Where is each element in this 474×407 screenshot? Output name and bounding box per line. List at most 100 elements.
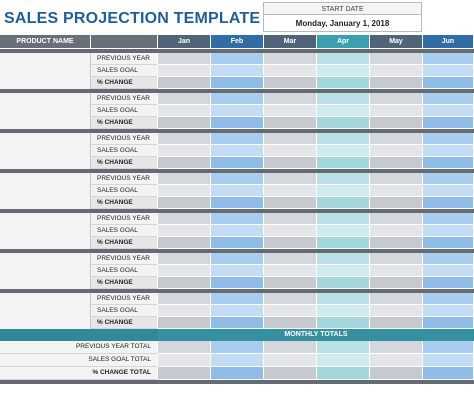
month-cell-1[interactable] xyxy=(211,197,264,209)
month-cell-3[interactable] xyxy=(317,237,370,249)
month-cell-4[interactable] xyxy=(370,105,423,117)
month-cell-4[interactable] xyxy=(370,237,423,249)
month-cell-0[interactable] xyxy=(158,277,211,289)
month-cell-4[interactable] xyxy=(370,305,423,317)
month-cell-0[interactable] xyxy=(158,265,211,277)
month-cell-0[interactable] xyxy=(158,185,211,197)
month-cell-2[interactable] xyxy=(264,253,317,265)
month-cell-1[interactable] xyxy=(211,173,264,185)
month-cell-4[interactable] xyxy=(370,317,423,329)
month-cell-1[interactable] xyxy=(211,253,264,265)
month-cell-5[interactable] xyxy=(423,265,474,277)
month-cell-1[interactable] xyxy=(211,213,264,225)
month-cell-5[interactable] xyxy=(423,65,474,77)
month-cell-5[interactable] xyxy=(423,173,474,185)
month-cell-5[interactable] xyxy=(423,105,474,117)
month-cell-3[interactable] xyxy=(317,53,370,65)
month-cell-0[interactable] xyxy=(158,93,211,105)
month-cell-5[interactable] xyxy=(423,277,474,289)
month-cell-3[interactable] xyxy=(317,93,370,105)
month-cell-3[interactable] xyxy=(317,265,370,277)
start-date-field[interactable]: Monday, January 1, 2018 xyxy=(263,15,422,32)
month-cell-2[interactable] xyxy=(264,237,317,249)
month-cell-2[interactable] xyxy=(264,293,317,305)
month-cell-1[interactable] xyxy=(211,225,264,237)
month-cell-5[interactable] xyxy=(423,117,474,129)
month-cell-3[interactable] xyxy=(317,145,370,157)
month-cell-1[interactable] xyxy=(211,237,264,249)
month-cell-5[interactable] xyxy=(423,145,474,157)
month-cell-0[interactable] xyxy=(158,305,211,317)
month-cell-3[interactable] xyxy=(317,277,370,289)
month-cell-2[interactable] xyxy=(264,53,317,65)
month-cell-3[interactable] xyxy=(317,185,370,197)
month-cell-1[interactable] xyxy=(211,53,264,65)
month-cell-0[interactable] xyxy=(158,117,211,129)
month-cell-4[interactable] xyxy=(370,65,423,77)
month-cell-3[interactable] xyxy=(317,197,370,209)
month-cell-4[interactable] xyxy=(370,173,423,185)
month-cell-5[interactable] xyxy=(423,77,474,89)
month-cell-4[interactable] xyxy=(370,93,423,105)
product-name-cell[interactable] xyxy=(0,253,91,265)
month-cell-1[interactable] xyxy=(211,145,264,157)
month-cell-5[interactable] xyxy=(423,305,474,317)
month-cell-0[interactable] xyxy=(158,253,211,265)
month-cell-5[interactable] xyxy=(423,53,474,65)
month-cell-5[interactable] xyxy=(423,157,474,169)
month-cell-4[interactable] xyxy=(370,293,423,305)
month-cell-5[interactable] xyxy=(423,293,474,305)
month-cell-3[interactable] xyxy=(317,117,370,129)
month-cell-0[interactable] xyxy=(158,145,211,157)
month-cell-1[interactable] xyxy=(211,185,264,197)
month-cell-2[interactable] xyxy=(264,173,317,185)
product-name-cell[interactable] xyxy=(0,173,91,185)
product-name-cell[interactable] xyxy=(0,93,91,105)
month-cell-0[interactable] xyxy=(158,157,211,169)
month-cell-5[interactable] xyxy=(423,185,474,197)
month-cell-2[interactable] xyxy=(264,145,317,157)
month-cell-4[interactable] xyxy=(370,145,423,157)
month-cell-1[interactable] xyxy=(211,93,264,105)
product-name-cell[interactable] xyxy=(0,293,91,305)
month-cell-2[interactable] xyxy=(264,65,317,77)
month-cell-1[interactable] xyxy=(211,77,264,89)
month-cell-3[interactable] xyxy=(317,133,370,145)
month-cell-4[interactable] xyxy=(370,213,423,225)
month-cell-0[interactable] xyxy=(158,77,211,89)
month-cell-3[interactable] xyxy=(317,105,370,117)
month-cell-4[interactable] xyxy=(370,117,423,129)
month-cell-1[interactable] xyxy=(211,105,264,117)
month-cell-5[interactable] xyxy=(423,93,474,105)
month-cell-2[interactable] xyxy=(264,213,317,225)
month-cell-0[interactable] xyxy=(158,53,211,65)
month-cell-2[interactable] xyxy=(264,105,317,117)
month-cell-5[interactable] xyxy=(423,133,474,145)
month-cell-1[interactable] xyxy=(211,65,264,77)
month-cell-2[interactable] xyxy=(264,77,317,89)
month-cell-0[interactable] xyxy=(158,213,211,225)
month-cell-1[interactable] xyxy=(211,293,264,305)
month-cell-1[interactable] xyxy=(211,117,264,129)
month-cell-0[interactable] xyxy=(158,133,211,145)
month-cell-1[interactable] xyxy=(211,157,264,169)
month-cell-5[interactable] xyxy=(423,253,474,265)
month-cell-5[interactable] xyxy=(423,197,474,209)
month-cell-5[interactable] xyxy=(423,237,474,249)
month-cell-3[interactable] xyxy=(317,157,370,169)
month-cell-3[interactable] xyxy=(317,173,370,185)
month-cell-3[interactable] xyxy=(317,213,370,225)
month-cell-2[interactable] xyxy=(264,277,317,289)
month-cell-2[interactable] xyxy=(264,133,317,145)
month-cell-1[interactable] xyxy=(211,317,264,329)
month-cell-4[interactable] xyxy=(370,197,423,209)
month-cell-2[interactable] xyxy=(264,305,317,317)
month-cell-2[interactable] xyxy=(264,185,317,197)
month-cell-3[interactable] xyxy=(317,293,370,305)
month-cell-2[interactable] xyxy=(264,265,317,277)
month-cell-3[interactable] xyxy=(317,317,370,329)
month-cell-4[interactable] xyxy=(370,157,423,169)
month-cell-0[interactable] xyxy=(158,293,211,305)
month-cell-5[interactable] xyxy=(423,317,474,329)
month-cell-1[interactable] xyxy=(211,277,264,289)
